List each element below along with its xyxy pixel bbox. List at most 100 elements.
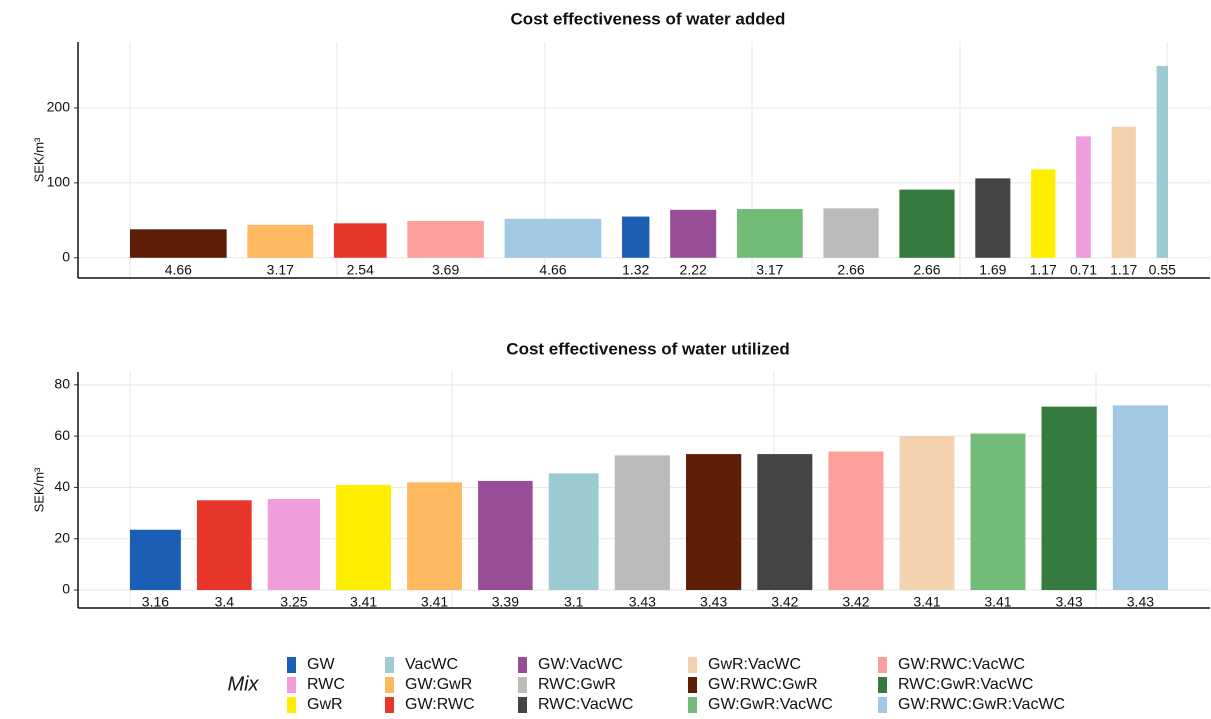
bar <box>1111 126 1136 258</box>
legend-label: RWC:VacWC <box>538 696 633 713</box>
legend-label: RWC <box>307 676 345 693</box>
legend-swatch <box>688 677 697 693</box>
bar-width-label: 2.66 <box>913 261 940 277</box>
bar <box>828 451 884 591</box>
legend-label: GW:GwR:VacWC <box>708 696 833 713</box>
bar <box>333 223 387 258</box>
bar-width-label: 3.43 <box>700 594 727 610</box>
bar <box>1156 65 1168 258</box>
bar-width-label: 4.66 <box>539 261 566 277</box>
bar-width-label: 3.25 <box>280 594 307 610</box>
chart-title: Cost effectiveness of water added <box>511 9 786 28</box>
bar <box>757 454 813 591</box>
legend-swatch <box>878 697 887 713</box>
bar-width-label: 1.32 <box>622 261 649 277</box>
bar-width-label: 3.69 <box>432 261 459 277</box>
legend-swatch <box>518 697 527 713</box>
bar-width-label: 1.17 <box>1110 261 1137 277</box>
bar <box>407 221 484 258</box>
legend-label: GW:RWC:VacWC <box>898 656 1025 673</box>
bar-width-label: 3.41 <box>984 594 1011 610</box>
y-tick-label: 100 <box>47 174 71 190</box>
y-tick-label: 0 <box>62 581 70 597</box>
bar <box>686 454 742 591</box>
bar <box>267 498 321 591</box>
bar-width-label: 0.71 <box>1070 261 1097 277</box>
y-tick-label: 0 <box>62 248 70 264</box>
bar <box>1076 136 1091 258</box>
bar <box>548 473 599 591</box>
bar <box>478 481 533 591</box>
legend-label: RWC:GwR <box>538 676 616 693</box>
bar-width-label: 1.17 <box>1030 261 1057 277</box>
bar-width-label: 3.43 <box>629 594 656 610</box>
y-tick-label: 60 <box>54 427 70 443</box>
legend-swatch <box>878 677 887 693</box>
y-tick-label: 200 <box>47 99 71 115</box>
legend-label: GwR <box>307 696 343 713</box>
bar-width-label: 3.42 <box>771 594 798 610</box>
bar-width-label: 3.41 <box>421 594 448 610</box>
legend-swatch <box>385 657 394 673</box>
bar-width-label: 2.22 <box>680 261 707 277</box>
y-tick-label: 80 <box>54 376 70 392</box>
bar <box>670 209 717 258</box>
legend-label: VacWC <box>405 656 458 673</box>
legend-swatch <box>385 677 394 693</box>
bar-width-label: 3.17 <box>756 261 783 277</box>
bar-width-label: 3.43 <box>1055 594 1082 610</box>
y-tick-label: 40 <box>54 478 70 494</box>
bar-width-label: 3.39 <box>492 594 519 610</box>
bar <box>247 224 314 258</box>
bar-width-label: 3.43 <box>1127 594 1154 610</box>
legend-label: GW <box>307 656 335 673</box>
bar-width-label: 3.17 <box>267 261 294 277</box>
y-axis-label: SEK/m³ <box>31 137 46 182</box>
bar-width-label: 0.55 <box>1149 261 1176 277</box>
bar <box>1031 169 1056 258</box>
legend-label: RWC:GwR:VacWC <box>898 676 1033 693</box>
bar-width-label: 3.16 <box>142 594 169 610</box>
legend-swatch <box>287 657 296 673</box>
legend-swatch <box>287 677 296 693</box>
chart-title: Cost effectiveness of water utilized <box>506 339 789 358</box>
bar-width-label: 1.69 <box>979 261 1006 277</box>
bar-width-label: 3.1 <box>564 594 584 610</box>
bar <box>130 529 181 591</box>
legend-label: GwR:VacWC <box>708 656 801 673</box>
legend-swatch <box>518 657 527 673</box>
bar-width-label: 3.41 <box>350 594 377 610</box>
bar <box>130 229 227 258</box>
bar <box>504 218 602 258</box>
legend-label: GW:RWC <box>405 696 475 713</box>
legend-title: Mix <box>227 673 259 695</box>
legend-swatch <box>688 697 697 713</box>
legend-swatch <box>518 677 527 693</box>
legend-label: GW:GwR <box>405 676 472 693</box>
bar-width-label: 2.66 <box>837 261 864 277</box>
bar <box>1041 406 1097 591</box>
bar-width-label: 3.4 <box>215 594 235 610</box>
legend-swatch <box>878 657 887 673</box>
bar <box>899 436 955 591</box>
legend-label: GW:RWC:GwR <box>708 676 818 693</box>
legend-label: GW:RWC:GwR:VacWC <box>898 696 1065 713</box>
bar <box>407 482 462 591</box>
bar <box>336 484 392 591</box>
bar <box>899 189 955 258</box>
bar-width-label: 4.66 <box>165 261 192 277</box>
bar-width-label: 3.42 <box>842 594 869 610</box>
y-axis-label: SEK/m³ <box>31 467 46 512</box>
bar-width-label: 3.41 <box>913 594 940 610</box>
bar <box>1112 405 1168 591</box>
bar <box>614 455 670 591</box>
legend-swatch <box>688 657 697 673</box>
legend-swatch <box>385 697 394 713</box>
legend-swatch <box>287 697 296 713</box>
bar <box>736 209 803 258</box>
bar-width-label: 2.54 <box>347 261 374 277</box>
bar <box>823 208 879 258</box>
bar <box>196 500 252 591</box>
bar <box>975 178 1011 258</box>
